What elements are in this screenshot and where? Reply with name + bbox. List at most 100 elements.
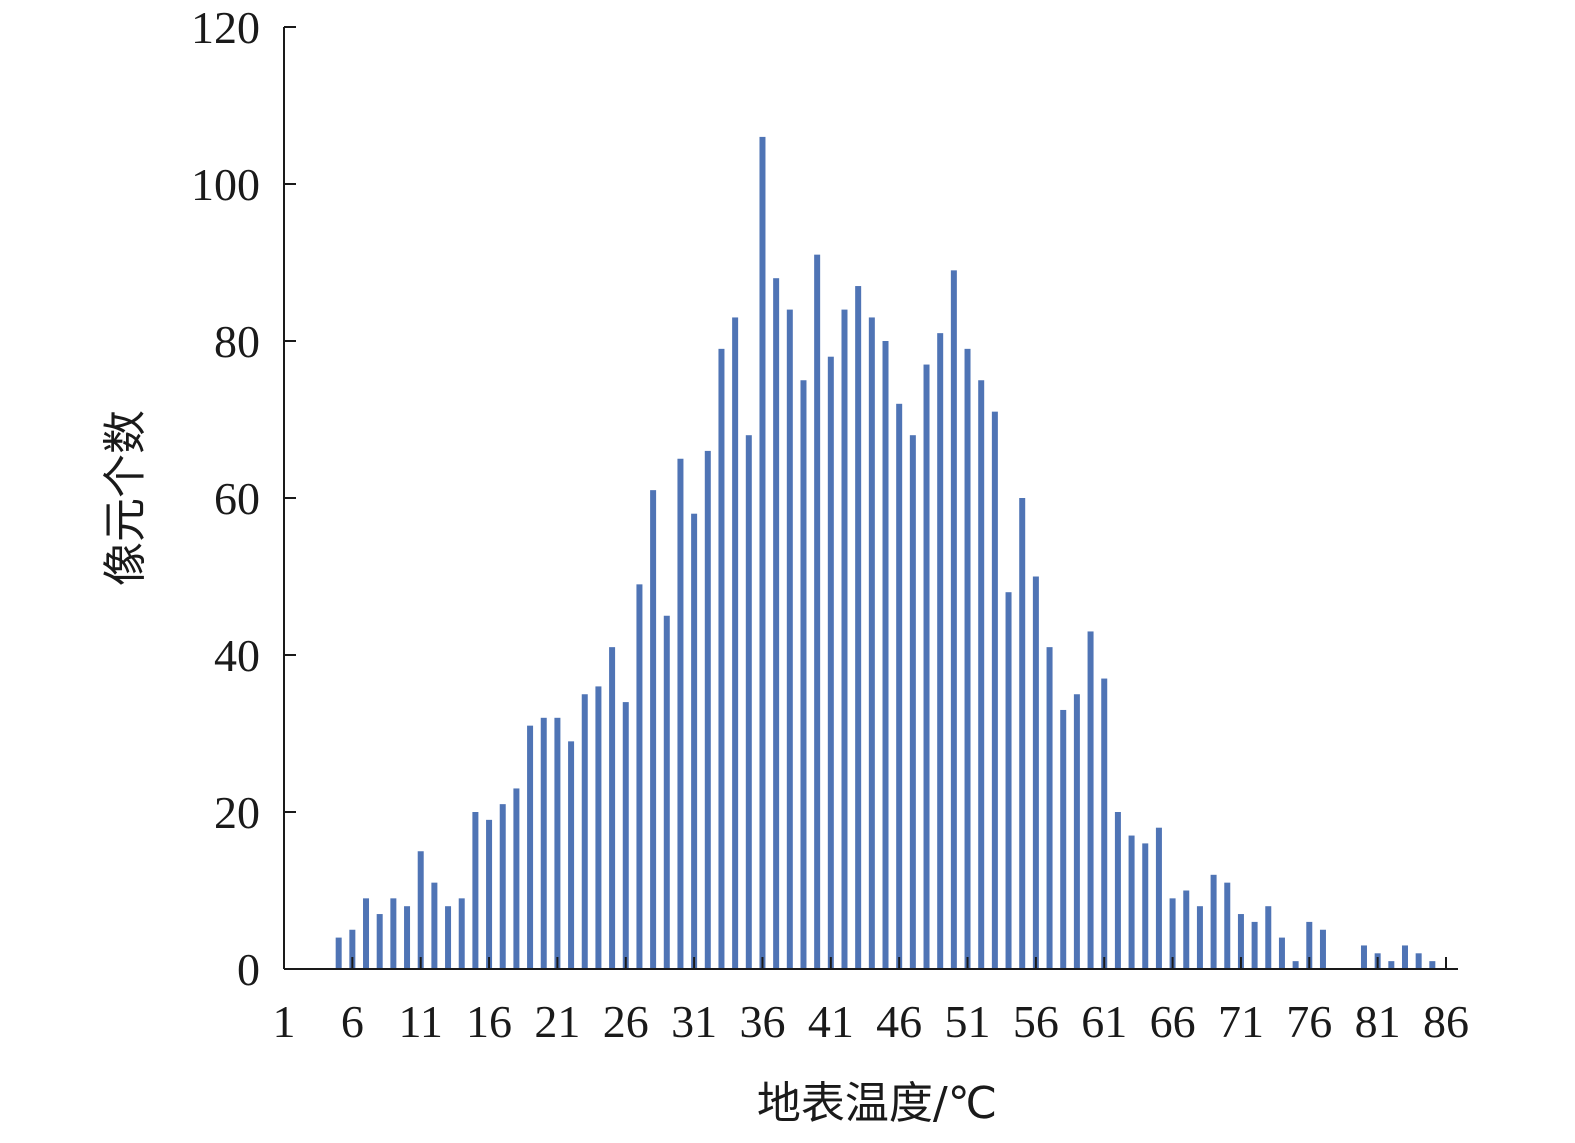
- bar: [1237, 914, 1244, 969]
- bar: [417, 851, 424, 969]
- bar: [404, 906, 411, 969]
- x-tick-label: 41: [808, 996, 854, 1047]
- x-tick-label: 21: [534, 996, 580, 1047]
- bar: [527, 725, 534, 969]
- bar: [458, 898, 465, 969]
- x-axis-title: 地表温度/℃: [757, 1078, 997, 1129]
- bar: [349, 929, 356, 969]
- bar: [923, 364, 930, 969]
- x-tick-label: 1: [273, 996, 296, 1047]
- bar: [827, 356, 834, 969]
- y-tick-label: 0: [237, 944, 260, 995]
- bar: [1060, 709, 1067, 969]
- bar: [622, 702, 629, 969]
- bar: [390, 898, 397, 969]
- x-tick-label: 71: [1218, 996, 1264, 1047]
- x-tick-label: 36: [739, 996, 785, 1047]
- bar: [841, 309, 848, 970]
- bar: [663, 615, 670, 969]
- bars-group: [335, 136, 1436, 970]
- bar: [499, 804, 506, 969]
- bar: [1196, 906, 1203, 969]
- bar: [363, 898, 370, 969]
- bar: [991, 411, 998, 969]
- bar: [1415, 953, 1422, 969]
- bar: [978, 380, 985, 969]
- bar: [554, 717, 561, 969]
- x-tick-label: 61: [1081, 996, 1127, 1047]
- bar: [1224, 882, 1231, 969]
- x-tick-label: 26: [603, 996, 649, 1047]
- bar: [513, 788, 520, 969]
- bar: [1142, 843, 1149, 969]
- bar: [581, 694, 588, 969]
- bar: [732, 317, 739, 969]
- y-axis-title: 像元个数: [100, 410, 151, 586]
- bar: [1319, 929, 1326, 969]
- bar: [335, 937, 342, 969]
- x-tick-label: 66: [1150, 996, 1196, 1047]
- bar: [1101, 678, 1108, 969]
- bar: [800, 380, 807, 969]
- bar: [1306, 921, 1313, 969]
- bar: [1155, 827, 1162, 969]
- y-tick-label: 40: [214, 630, 260, 681]
- bar: [896, 403, 903, 969]
- bar: [1032, 576, 1039, 969]
- x-tick-label: 11: [399, 996, 443, 1047]
- bar: [1019, 498, 1026, 969]
- bar: [1388, 961, 1395, 969]
- x-tick-label: 51: [945, 996, 991, 1047]
- bar: [1360, 945, 1367, 969]
- bar: [568, 741, 575, 969]
- y-tick-label: 100: [191, 159, 260, 210]
- bar: [1183, 890, 1190, 969]
- bar: [1114, 812, 1121, 969]
- bar: [445, 906, 452, 969]
- bar: [1046, 647, 1053, 969]
- bar: [540, 717, 547, 969]
- x-tick-label: 31: [671, 996, 717, 1047]
- bar: [759, 136, 766, 969]
- bar: [650, 490, 657, 969]
- y-tick-label: 80: [214, 316, 260, 367]
- bar: [472, 812, 479, 969]
- bar: [964, 348, 971, 970]
- x-ticks-group: 1 6 11 16 21 26 31 36 41 46 51 56 61 66 71 76 81 86: [273, 957, 1469, 1047]
- bar: [745, 435, 752, 969]
- bar: [609, 647, 616, 969]
- x-tick-label: 86: [1423, 996, 1469, 1047]
- bar: [909, 435, 916, 969]
- bar: [486, 819, 493, 969]
- bar: [718, 348, 725, 970]
- bar: [636, 584, 643, 969]
- x-tick-label: 6: [341, 996, 364, 1047]
- bar: [1210, 874, 1217, 969]
- bar: [1073, 694, 1080, 969]
- y-tick-label: 20: [214, 787, 260, 838]
- y-tick-label: 120: [191, 2, 260, 53]
- y-tick-label: 60: [214, 473, 260, 524]
- bar: [704, 450, 711, 969]
- bar: [786, 309, 793, 970]
- bar: [376, 914, 383, 969]
- y-ticks-group: 0 20 40 60 80 100 120: [191, 2, 296, 995]
- bar: [814, 254, 821, 969]
- x-tick-label: 56: [1013, 996, 1059, 1047]
- bar: [950, 270, 957, 970]
- x-tick-label: 81: [1355, 996, 1401, 1047]
- bar: [1251, 921, 1258, 969]
- x-tick-label: 76: [1286, 996, 1332, 1047]
- bar: [1005, 592, 1012, 969]
- bar: [431, 882, 438, 969]
- bar: [855, 286, 862, 969]
- bar: [773, 278, 780, 969]
- bar: [677, 458, 684, 969]
- bar: [1429, 961, 1436, 969]
- bar: [691, 513, 698, 969]
- bar: [882, 341, 889, 969]
- bar: [1265, 906, 1272, 969]
- x-tick-label: 16: [466, 996, 512, 1047]
- x-tick-label: 46: [876, 996, 922, 1047]
